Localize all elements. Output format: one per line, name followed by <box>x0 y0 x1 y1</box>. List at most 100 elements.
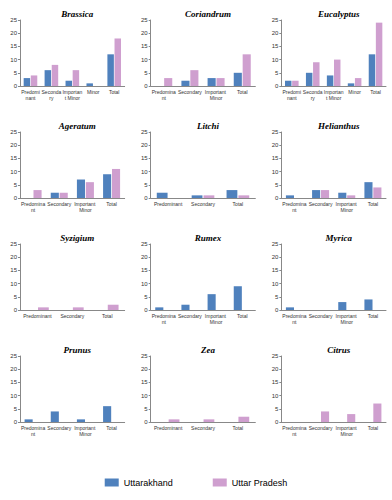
svg-text:20: 20 <box>141 142 148 148</box>
svg-text:Secondary: Secondary <box>60 313 84 319</box>
svg-text:5: 5 <box>275 182 279 188</box>
svg-text:ry: ry <box>49 95 54 101</box>
svg-text:5: 5 <box>275 406 279 412</box>
svg-text:nant: nant <box>26 95 36 101</box>
svg-text:5: 5 <box>144 70 148 76</box>
svg-text:Zea: Zea <box>200 345 215 355</box>
svg-text:20: 20 <box>272 366 279 372</box>
svg-text:Total: Total <box>233 425 244 431</box>
svg-text:nt: nt <box>292 431 297 437</box>
svg-text:Uttar Pradesh: Uttar Pradesh <box>232 478 288 488</box>
svg-text:nt: nt <box>292 319 297 325</box>
svg-text:nant: nant <box>287 95 297 101</box>
svg-text:25: 25 <box>141 129 148 135</box>
svg-text:Secondary: Secondary <box>309 313 333 319</box>
svg-text:Litchi: Litchi <box>196 121 219 131</box>
svg-text:10: 10 <box>272 281 279 287</box>
svg-text:nt: nt <box>31 431 36 437</box>
svg-text:20: 20 <box>10 30 17 36</box>
svg-text:25: 25 <box>10 129 17 135</box>
svg-text:20: 20 <box>141 366 148 372</box>
svg-text:5: 5 <box>275 70 279 76</box>
svg-text:15: 15 <box>10 155 17 161</box>
svg-text:Total: Total <box>102 313 113 319</box>
svg-text:Secondary: Secondary <box>178 313 202 319</box>
svg-text:15: 15 <box>10 43 17 49</box>
svg-text:5: 5 <box>144 294 148 300</box>
svg-text:Minor: Minor <box>210 95 223 101</box>
svg-text:20: 20 <box>272 142 279 148</box>
svg-text:10: 10 <box>10 57 17 63</box>
svg-text:Minor: Minor <box>79 431 92 437</box>
svg-text:Total: Total <box>368 313 379 319</box>
svg-text:25: 25 <box>272 129 279 135</box>
svg-text:Minor: Minor <box>348 89 361 95</box>
svg-text:10: 10 <box>141 281 148 287</box>
svg-text:15: 15 <box>141 267 148 273</box>
svg-text:25: 25 <box>141 241 148 247</box>
svg-text:25: 25 <box>141 353 148 359</box>
svg-text:20: 20 <box>10 366 17 372</box>
svg-text:Ageratum: Ageratum <box>58 121 96 131</box>
svg-text:15: 15 <box>141 379 148 385</box>
svg-text:t Minor: t Minor <box>326 95 342 101</box>
svg-text:5: 5 <box>144 182 148 188</box>
svg-text:t Minor: t Minor <box>65 95 81 101</box>
svg-text:Secondary: Secondary <box>47 201 71 207</box>
svg-text:10: 10 <box>10 169 17 175</box>
svg-text:15: 15 <box>141 155 148 161</box>
svg-text:25: 25 <box>141 17 148 23</box>
svg-text:0: 0 <box>14 307 18 313</box>
svg-text:Minor: Minor <box>340 319 353 325</box>
svg-text:25: 25 <box>10 17 17 23</box>
svg-text:0: 0 <box>144 307 148 313</box>
svg-text:Predominant: Predominant <box>154 201 183 207</box>
svg-text:0: 0 <box>144 419 148 425</box>
svg-text:5: 5 <box>14 182 18 188</box>
svg-text:Minor: Minor <box>340 431 353 437</box>
svg-text:Minor: Minor <box>210 319 223 325</box>
svg-text:0: 0 <box>275 195 279 201</box>
svg-text:Total: Total <box>368 425 379 431</box>
svg-text:0: 0 <box>275 307 279 313</box>
svg-text:10: 10 <box>141 169 148 175</box>
svg-text:0: 0 <box>275 419 279 425</box>
svg-text:25: 25 <box>10 353 17 359</box>
svg-text:Predominant: Predominant <box>154 425 183 431</box>
svg-text:Secondary: Secondary <box>309 425 333 431</box>
svg-text:20: 20 <box>272 254 279 260</box>
svg-text:Total: Total <box>237 313 248 319</box>
svg-text:10: 10 <box>272 57 279 63</box>
svg-text:Secondary: Secondary <box>47 425 71 431</box>
svg-text:Total: Total <box>237 89 248 95</box>
svg-text:0: 0 <box>144 195 148 201</box>
svg-text:15: 15 <box>141 43 148 49</box>
svg-text:5: 5 <box>14 70 18 76</box>
svg-text:0: 0 <box>14 83 18 89</box>
svg-text:25: 25 <box>272 241 279 247</box>
svg-text:0: 0 <box>275 83 279 89</box>
svg-text:25: 25 <box>272 353 279 359</box>
svg-text:15: 15 <box>272 155 279 161</box>
svg-text:nt: nt <box>292 207 297 213</box>
svg-text:Secondary: Secondary <box>309 201 333 207</box>
svg-text:Total: Total <box>368 201 379 207</box>
svg-text:Myrica: Myrica <box>324 233 352 243</box>
svg-text:10: 10 <box>272 169 279 175</box>
svg-text:Minor: Minor <box>340 207 353 213</box>
svg-text:20: 20 <box>10 254 17 260</box>
svg-text:Total: Total <box>109 89 120 95</box>
svg-text:Predominant: Predominant <box>23 313 52 319</box>
svg-text:20: 20 <box>272 30 279 36</box>
svg-text:10: 10 <box>10 393 17 399</box>
svg-text:15: 15 <box>10 379 17 385</box>
svg-text:Secondary: Secondary <box>191 201 215 207</box>
svg-text:Uttarakhand: Uttarakhand <box>124 478 173 488</box>
svg-text:ry: ry <box>311 95 316 101</box>
svg-text:10: 10 <box>272 393 279 399</box>
svg-text:nt: nt <box>162 95 167 101</box>
svg-text:Total: Total <box>370 89 381 95</box>
svg-text:10: 10 <box>10 281 17 287</box>
svg-text:15: 15 <box>272 43 279 49</box>
svg-text:Secondary: Secondary <box>178 89 202 95</box>
